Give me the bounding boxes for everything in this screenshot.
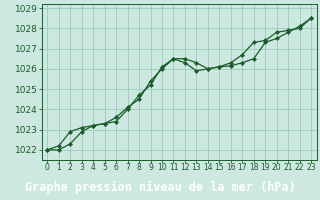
Text: Graphe pression niveau de la mer (hPa): Graphe pression niveau de la mer (hPa) xyxy=(25,181,295,194)
